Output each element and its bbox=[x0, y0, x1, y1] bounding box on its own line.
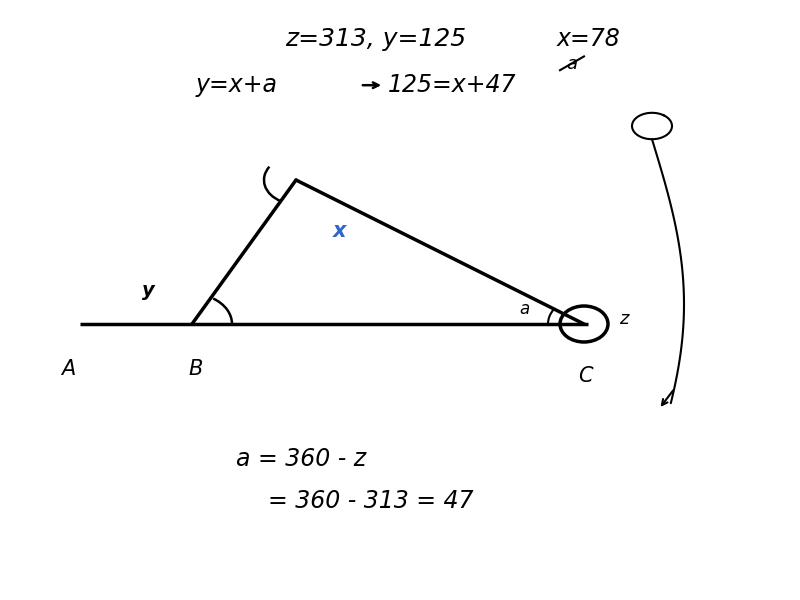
Text: x: x bbox=[334, 221, 346, 241]
Text: z: z bbox=[619, 310, 629, 328]
Text: a = 360 - z: a = 360 - z bbox=[236, 447, 366, 471]
Text: 125=x+47: 125=x+47 bbox=[388, 73, 517, 97]
Text: x=78: x=78 bbox=[556, 27, 620, 51]
Text: z=313, y=125: z=313, y=125 bbox=[286, 27, 466, 51]
Text: y=x+a: y=x+a bbox=[196, 73, 278, 97]
Text: B: B bbox=[189, 359, 203, 379]
Text: = 360 - 313 = 47: = 360 - 313 = 47 bbox=[268, 489, 474, 513]
Text: a: a bbox=[519, 300, 529, 318]
Text: C: C bbox=[578, 366, 593, 386]
Text: a: a bbox=[566, 55, 578, 73]
Text: y: y bbox=[142, 281, 154, 301]
Text: A: A bbox=[61, 359, 75, 379]
